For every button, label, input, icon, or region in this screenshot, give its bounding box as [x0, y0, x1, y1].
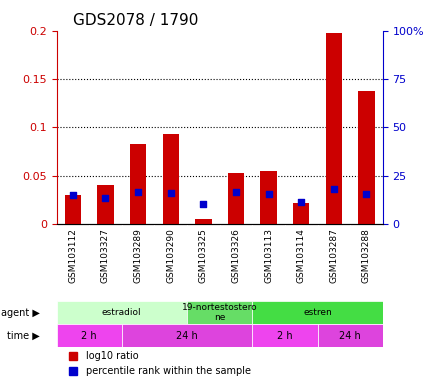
Bar	[293, 202, 309, 224]
Text: estren: estren	[302, 308, 331, 317]
Text: estradiol: estradiol	[102, 308, 141, 317]
Bar	[227, 173, 243, 224]
FancyBboxPatch shape	[252, 324, 317, 348]
Point	[232, 189, 239, 195]
FancyBboxPatch shape	[317, 324, 382, 348]
Point	[330, 186, 337, 192]
Text: GSM103113: GSM103113	[263, 228, 273, 283]
FancyBboxPatch shape	[252, 301, 382, 324]
Text: 2 h: 2 h	[81, 331, 97, 341]
Text: agent ▶: agent ▶	[1, 308, 40, 318]
Text: 24 h: 24 h	[176, 331, 197, 341]
Point	[69, 192, 76, 198]
Text: GSM103288: GSM103288	[361, 228, 370, 283]
Point	[135, 189, 141, 195]
Point	[265, 190, 272, 197]
Point	[297, 199, 304, 205]
Bar	[65, 195, 81, 224]
Text: GSM103112: GSM103112	[68, 228, 77, 283]
Text: GSM103289: GSM103289	[133, 228, 142, 283]
Text: GSM103325: GSM103325	[198, 228, 207, 283]
Text: GSM103287: GSM103287	[329, 228, 338, 283]
Bar	[97, 185, 113, 224]
Bar	[130, 144, 146, 224]
Text: GSM103290: GSM103290	[166, 228, 175, 283]
Text: GSM103114: GSM103114	[296, 228, 305, 283]
Point	[167, 190, 174, 196]
Text: time ▶: time ▶	[7, 331, 40, 341]
Text: percentile rank within the sample: percentile rank within the sample	[86, 366, 250, 376]
FancyBboxPatch shape	[122, 324, 252, 348]
Point	[199, 202, 207, 208]
Point	[362, 190, 369, 197]
Bar	[162, 134, 178, 224]
Bar	[325, 33, 341, 224]
Bar	[358, 91, 374, 224]
Text: GSM103327: GSM103327	[101, 228, 110, 283]
Text: 19-nortestostero
ne: 19-nortestostero ne	[181, 303, 257, 322]
FancyBboxPatch shape	[56, 324, 122, 348]
Text: 24 h: 24 h	[339, 331, 360, 341]
FancyBboxPatch shape	[187, 301, 252, 324]
FancyBboxPatch shape	[56, 301, 187, 324]
Text: GSM103326: GSM103326	[231, 228, 240, 283]
Text: log10 ratio: log10 ratio	[86, 351, 138, 361]
Bar	[260, 171, 276, 224]
Text: 2 h: 2 h	[276, 331, 292, 341]
Point	[102, 195, 108, 201]
Bar	[195, 219, 211, 224]
Text: GDS2078 / 1790: GDS2078 / 1790	[73, 13, 198, 28]
